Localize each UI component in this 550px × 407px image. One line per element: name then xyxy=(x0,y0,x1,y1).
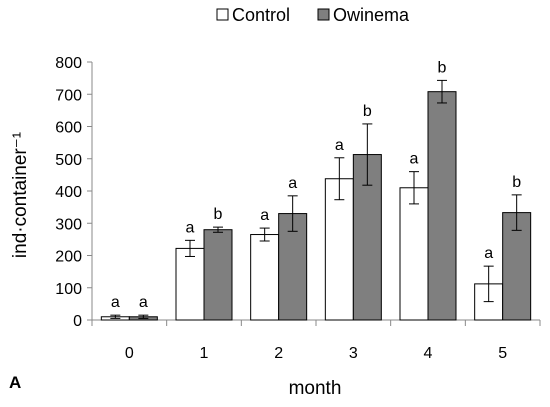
bar-control xyxy=(250,234,280,321)
significance-letter: b xyxy=(438,59,447,76)
legend: Control Owinema xyxy=(216,5,410,25)
error-bar xyxy=(362,123,373,186)
significance-letter: b xyxy=(363,103,372,120)
y-tick-label: 300 xyxy=(55,216,82,233)
bar-control xyxy=(324,178,354,321)
significance-letter: a xyxy=(484,245,493,262)
bar-owinema xyxy=(278,213,308,321)
significance-letter: a xyxy=(410,151,419,168)
y-axis: 0 100 200 300 400 500 600 700 800 xyxy=(55,55,93,330)
significance-letter: a xyxy=(139,294,148,311)
y-tick-label: 100 xyxy=(55,281,82,298)
error-bar xyxy=(138,314,149,319)
y-tick-label: 800 xyxy=(55,55,82,72)
legend-label-control: Control xyxy=(232,5,290,25)
error-bar xyxy=(409,171,419,205)
x-axis-title: month xyxy=(289,378,342,399)
y-tick-label: 200 xyxy=(55,249,82,266)
error-bar xyxy=(185,239,195,257)
error-bar xyxy=(511,194,522,231)
x-tick-label: 5 xyxy=(498,345,507,362)
bars: a a a a a a a b a b b b xyxy=(100,59,532,321)
significance-letter: a xyxy=(111,294,120,311)
x-tick-label: 4 xyxy=(424,345,433,362)
significance-letter: b xyxy=(214,206,223,223)
x-tick-label: 2 xyxy=(274,345,283,362)
legend-swatch-control xyxy=(216,8,229,21)
error-bar xyxy=(213,226,223,233)
x-tick-label: 3 xyxy=(349,345,358,362)
y-tick-label: 700 xyxy=(55,87,82,104)
significance-letter: b xyxy=(512,174,521,191)
bar-owinema xyxy=(203,229,233,321)
significance-letter: a xyxy=(186,219,195,236)
significance-letter: a xyxy=(260,207,269,224)
error-bar xyxy=(437,79,447,104)
error-bar xyxy=(110,314,121,319)
significance-letter: a xyxy=(335,137,344,154)
bar-control xyxy=(399,187,429,321)
significance-letter: a xyxy=(288,175,297,192)
y-tick-label: 600 xyxy=(55,120,82,137)
error-bar xyxy=(259,227,270,242)
error-bar xyxy=(483,265,494,303)
legend-label-owinema: Owinema xyxy=(333,5,410,25)
bar-owinema xyxy=(427,91,457,321)
y-tick-label: 400 xyxy=(55,184,82,201)
y-axis-title: ind·container⁻¹ xyxy=(10,132,31,258)
legend-swatch-owinema xyxy=(317,8,330,21)
y-tick-label: 0 xyxy=(73,313,82,330)
x-axis: 0 1 2 3 4 5 xyxy=(91,319,541,362)
x-tick-label: 1 xyxy=(200,345,209,362)
error-bar xyxy=(287,195,298,232)
bar-control xyxy=(175,247,205,321)
x-tick-label: 0 xyxy=(125,345,134,362)
error-bar xyxy=(334,157,345,201)
y-tick-label: 500 xyxy=(55,152,82,169)
panel-label: A xyxy=(9,373,21,392)
